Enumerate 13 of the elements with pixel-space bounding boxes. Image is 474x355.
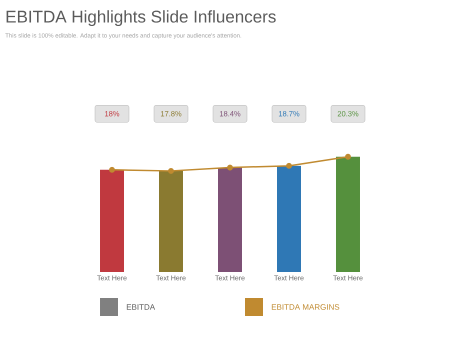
point xyxy=(168,168,174,174)
bar xyxy=(336,156,360,272)
point xyxy=(227,164,233,170)
bar xyxy=(100,170,124,272)
bar xyxy=(159,170,183,272)
point xyxy=(109,166,115,173)
point xyxy=(286,162,292,169)
point xyxy=(345,154,351,160)
bar xyxy=(218,168,242,272)
bar xyxy=(277,166,301,272)
legend-label: EBITDA MARGINS xyxy=(272,304,340,310)
text: EBITDA xyxy=(126,304,156,310)
chart-title: EBITDA Highlights Slide Influencers xyxy=(6,10,276,26)
